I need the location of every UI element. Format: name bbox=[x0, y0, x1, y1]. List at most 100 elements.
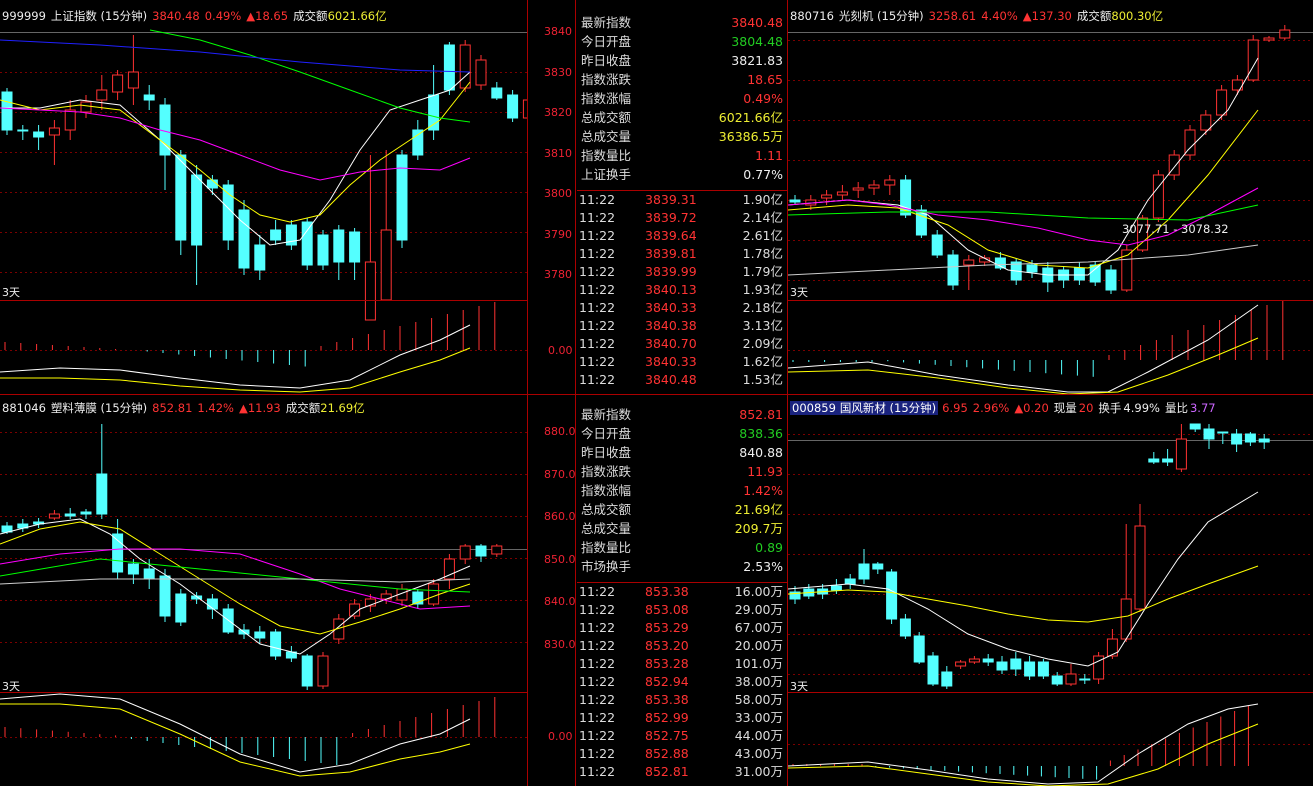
tick-time: 11:22 bbox=[579, 638, 616, 653]
quote-row: 指数涨幅 1.42% bbox=[577, 481, 787, 500]
sh-candle bbox=[412, 129, 424, 156]
price-tick-label: 850.0 bbox=[544, 552, 576, 566]
tick-amount: 2.09亿 bbox=[742, 336, 783, 351]
sh-chg: ▲18.65 bbox=[246, 9, 289, 23]
sh-candle bbox=[380, 229, 392, 301]
tick-time: 11:22 bbox=[579, 246, 616, 261]
tick-time: 11:22 bbox=[579, 602, 616, 617]
quote-row: 最新指数 852.81 bbox=[577, 405, 787, 424]
gk-candle bbox=[947, 254, 959, 286]
quote-value: 18.65 bbox=[747, 72, 783, 87]
sl-ticks-list[interactable]: 11:22 853.38 16.00万 11:22 853.08 29.00万 11:22 8… bbox=[577, 583, 787, 783]
gk-candle bbox=[1073, 267, 1085, 281]
quote-label: 指数涨幅 bbox=[581, 483, 632, 498]
tick-row: 11:22 3839.81 1.78亿 bbox=[577, 245, 787, 263]
price-tick-label: 3800 bbox=[544, 187, 572, 200]
gk-candle bbox=[821, 194, 833, 199]
sh-candle bbox=[507, 94, 519, 119]
gk-candle bbox=[994, 257, 1006, 269]
sl-candle bbox=[349, 603, 361, 617]
sl-kline-chart[interactable] bbox=[0, 394, 527, 786]
sh-candle bbox=[459, 44, 471, 89]
sh-kline-chart[interactable] bbox=[0, 0, 527, 394]
tick-time: 11:22 bbox=[579, 656, 616, 671]
quote-row: 总成交量 209.7万 bbox=[577, 519, 787, 538]
sl-candle bbox=[333, 618, 345, 640]
sl-candle bbox=[175, 593, 187, 623]
ma10-line bbox=[788, 565, 1259, 623]
gf-kline-chart[interactable] bbox=[788, 394, 1313, 786]
gk-candle bbox=[1168, 154, 1180, 176]
gf-candle bbox=[789, 591, 801, 600]
gf-candle bbox=[1093, 655, 1105, 680]
quote-value: 0.77% bbox=[743, 167, 783, 182]
gk-chg: ▲137.30 bbox=[1022, 9, 1072, 23]
quote-value: 2.53% bbox=[743, 559, 783, 574]
quote-row: 指数涨幅 0.49% bbox=[577, 89, 787, 108]
quote-label: 今日开盘 bbox=[581, 34, 632, 49]
tick-row: 11:22 3840.33 2.18亿 bbox=[577, 299, 787, 317]
tick-price: 3839.72 bbox=[645, 210, 697, 225]
tick-row: 11:22 3840.48 1.53亿 bbox=[577, 371, 787, 389]
price-tick-label: 3780 bbox=[544, 268, 572, 281]
tick-amount: 1.78亿 bbox=[742, 246, 783, 261]
gf-pct: 2.96% bbox=[972, 401, 1010, 415]
gk-kline-chart[interactable] bbox=[788, 0, 1313, 394]
gk-amount-label: 成交额 bbox=[1076, 9, 1112, 23]
sl-amount-label: 成交额 bbox=[285, 401, 321, 415]
gf-ratio-label: 量比 bbox=[1164, 401, 1188, 415]
tick-row: 11:22 853.38 58.00万 bbox=[577, 691, 787, 709]
tick-amount: 33.00万 bbox=[734, 710, 783, 725]
quote-row: 总成交量 36386.5万 bbox=[577, 127, 787, 146]
tick-price: 3840.33 bbox=[645, 300, 697, 315]
quote-value: 3840.48 bbox=[731, 15, 783, 30]
tick-row: 11:22 3839.72 2.14亿 bbox=[577, 209, 787, 227]
quote-value: 6021.66亿 bbox=[718, 110, 783, 125]
tick-price: 3840.70 bbox=[645, 336, 697, 351]
gf-candle bbox=[968, 658, 980, 663]
quote-label: 总成交额 bbox=[581, 502, 632, 517]
tick-time: 11:22 bbox=[579, 318, 616, 333]
price-tick-label: 3820 bbox=[544, 106, 572, 119]
price-tick-label: 3840 bbox=[544, 25, 572, 38]
tick-amount: 20.00万 bbox=[734, 638, 783, 653]
gf-candle bbox=[830, 585, 842, 591]
tick-row: 11:22 852.81 31.00万 bbox=[577, 763, 787, 781]
gf-candle bbox=[1231, 433, 1243, 445]
tick-time: 11:22 bbox=[579, 300, 616, 315]
gk-price: 3258.61 bbox=[928, 9, 977, 23]
quote-label: 最新指数 bbox=[581, 407, 632, 422]
price-tick-label: 860.0 bbox=[544, 510, 576, 523]
tick-row: 11:22 852.99 33.00万 bbox=[577, 709, 787, 727]
tick-time: 11:22 bbox=[579, 264, 616, 279]
gk-candle bbox=[1152, 174, 1164, 219]
tick-row: 11:22 3839.31 1.90亿 bbox=[577, 191, 787, 209]
gf-chg: ▲0.20 bbox=[1014, 401, 1049, 415]
tick-time: 11:22 bbox=[579, 728, 616, 743]
tick-time: 11:22 bbox=[579, 620, 616, 635]
sh-candle bbox=[349, 231, 361, 263]
quote-row: 最新指数 3840.48 bbox=[577, 13, 787, 32]
gk-candle bbox=[900, 179, 912, 216]
tick-price: 853.38 bbox=[645, 584, 689, 599]
sh-candle bbox=[175, 154, 187, 241]
tick-amount: 1.53亿 bbox=[742, 372, 783, 387]
tick-amount: 31.00万 bbox=[734, 764, 783, 779]
quote-row: 今日开盘 3804.48 bbox=[577, 32, 787, 51]
tick-time: 11:22 bbox=[579, 210, 616, 225]
gf-candle bbox=[886, 571, 898, 620]
ma10-line bbox=[0, 81, 471, 223]
tick-time: 11:22 bbox=[579, 372, 616, 387]
quote-row: 指数涨跌 18.65 bbox=[577, 70, 787, 89]
tick-price: 3840.33 bbox=[645, 354, 697, 369]
ma120-line bbox=[788, 244, 1259, 276]
sl-quote-panel: 最新指数 852.81 今日开盘 838.36 昨日收盘 840.88 指数涨跌 11.93 指… bbox=[577, 405, 787, 581]
ma120-line bbox=[0, 39, 471, 73]
ma20-line bbox=[0, 107, 471, 181]
sl-candle bbox=[206, 598, 218, 610]
sl-candle bbox=[317, 655, 329, 687]
sh-ticks-list[interactable]: 11:22 3839.31 1.90亿 11:22 3839.72 2.14亿 11:22 3… bbox=[577, 191, 787, 391]
gf-candle bbox=[1217, 431, 1229, 434]
quote-row: 指数量比 1.11 bbox=[577, 146, 787, 165]
gk-candle bbox=[1200, 114, 1212, 131]
